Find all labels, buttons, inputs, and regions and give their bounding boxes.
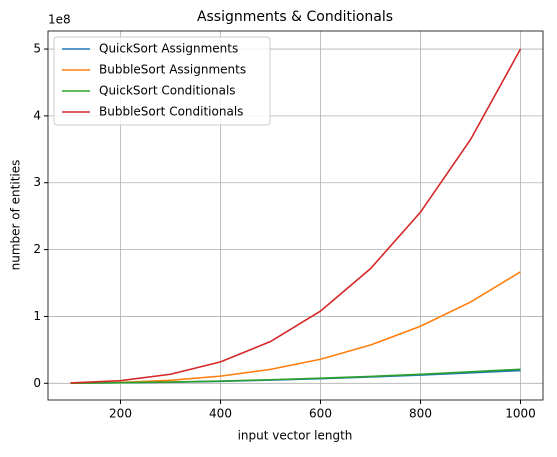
- plot-frame: [47, 30, 544, 401]
- y-offset-label: 1e8: [48, 13, 71, 27]
- x-tick-label: 800: [409, 407, 432, 421]
- legend-label: BubbleSort Assignments: [99, 63, 246, 77]
- y-tick-label: 2: [33, 242, 41, 256]
- legend-box: [53, 36, 271, 126]
- y-axis-label: number of entities: [9, 160, 23, 271]
- line-series: [70, 48, 522, 384]
- y-tick-label: 0: [33, 376, 41, 390]
- y-tick-label: 1: [33, 309, 41, 323]
- legend-label: QuickSort Assignments: [99, 42, 238, 56]
- x-tick-label: 400: [209, 407, 232, 421]
- legend-label: QuickSort Conditionals: [99, 84, 236, 98]
- line-series: [70, 368, 521, 384]
- y-tick-label: 5: [33, 42, 41, 56]
- x-axis-label: input vector length: [238, 429, 353, 443]
- chart-title: Assignments & Conditionals: [197, 9, 393, 25]
- legend-label: BubbleSort Conditionals: [99, 105, 243, 119]
- y-tick-label: 4: [33, 108, 41, 122]
- x-tick-label: 200: [109, 407, 132, 421]
- y-tick-label: 3: [33, 175, 41, 189]
- x-tick-label: 1000: [505, 407, 536, 421]
- legend: QuickSort Assignments BubbleSort Assignme…: [53, 36, 271, 126]
- x-tick-label: 600: [309, 407, 332, 421]
- line-series: [70, 271, 521, 384]
